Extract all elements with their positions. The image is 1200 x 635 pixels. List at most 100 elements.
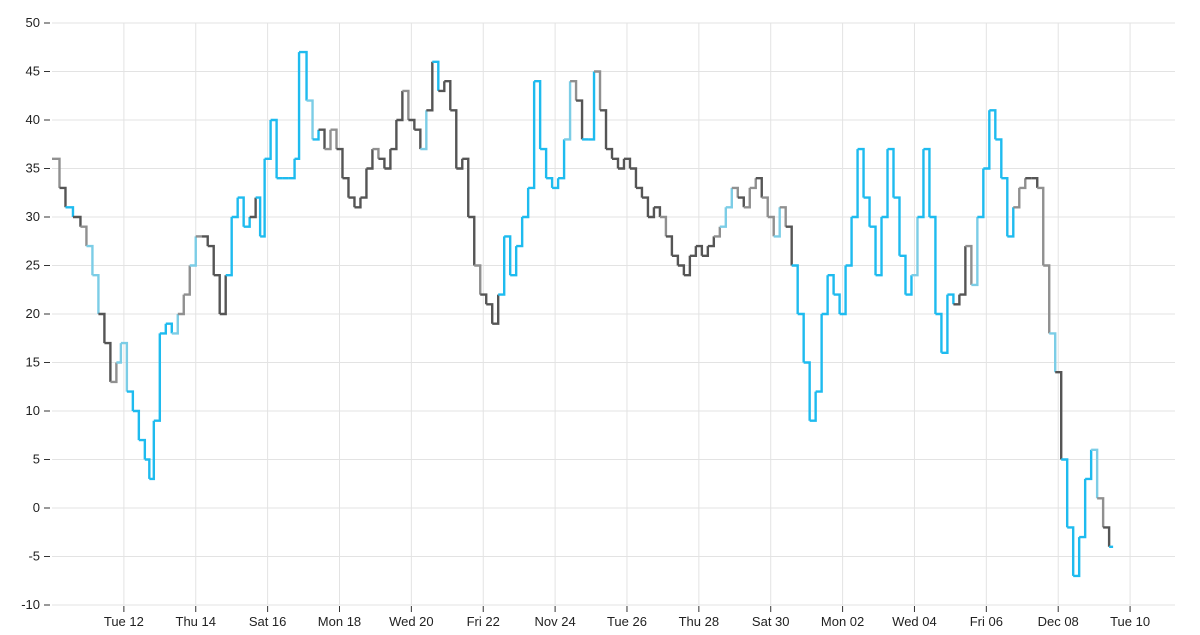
data-point: [342, 177, 350, 198]
data-point: [552, 178, 560, 190]
y-tick-label: 35: [26, 161, 40, 176]
data-point: [144, 458, 151, 479]
data-point: [1097, 497, 1105, 528]
data-point: [213, 274, 221, 314]
x-tick-label: Fri 22: [467, 614, 500, 629]
data-point: [869, 225, 877, 276]
data-point: [462, 157, 470, 217]
y-tick-label: 45: [26, 64, 40, 79]
data-point: [725, 187, 733, 209]
data-point: [977, 168, 985, 219]
data-point: [177, 294, 185, 316]
data-point: [243, 217, 251, 228]
data-point: [171, 314, 179, 335]
data-point: [791, 264, 799, 314]
data-point: [737, 196, 745, 208]
data-point: [917, 149, 925, 219]
data-point: [414, 128, 422, 150]
data-point: [731, 186, 739, 198]
data-point: [528, 81, 536, 190]
data-point: [617, 158, 626, 170]
data-point: [474, 264, 482, 295]
data-point: [629, 167, 638, 188]
data-point: [378, 157, 386, 169]
data-point: [965, 244, 973, 285]
data-point: [623, 157, 632, 169]
x-tick-label: Thu 14: [176, 614, 216, 629]
data-point: [264, 120, 272, 160]
data-point: [755, 177, 763, 198]
data-point: [1037, 186, 1045, 266]
data-point: [647, 207, 656, 219]
data-point: [887, 147, 895, 198]
data-point: [570, 80, 578, 101]
series-line: [52, 50, 1114, 578]
data-point: [815, 314, 823, 393]
data-point: [1061, 458, 1069, 528]
data-point: [516, 217, 524, 248]
data-point: [1007, 207, 1015, 238]
data-point: [72, 215, 82, 227]
data-point: [396, 90, 404, 122]
y-tick-label: 15: [26, 355, 40, 370]
x-tick-label: Fri 06: [970, 614, 1003, 629]
y-tick-label: 50: [26, 15, 40, 30]
data-point: [767, 215, 775, 237]
data-point: [689, 246, 698, 257]
data-point: [299, 50, 308, 101]
data-point: [237, 196, 245, 227]
data-point: [785, 225, 793, 266]
data-point: [971, 217, 979, 287]
data-point: [110, 362, 118, 384]
data-point: [803, 361, 811, 421]
data-point: [219, 275, 227, 316]
data-point: [138, 438, 147, 460]
data-point: [707, 236, 716, 248]
data-point: [1019, 178, 1027, 190]
data-point: [719, 207, 727, 228]
data-point: [606, 147, 614, 159]
y-tick-label: 0: [33, 500, 40, 515]
data-point: [336, 147, 344, 179]
data-point: [1043, 264, 1051, 334]
data-point: [1049, 332, 1057, 373]
data-point: [288, 158, 296, 180]
data-point: [444, 80, 452, 111]
data-point: [773, 207, 781, 238]
data-point: [665, 235, 674, 256]
data-point: [713, 226, 722, 238]
data-point: [294, 52, 301, 160]
data-point: [743, 187, 751, 209]
x-tick-label: Tue 26: [607, 614, 647, 629]
data-point: [450, 109, 458, 169]
data-point: [159, 323, 167, 335]
y-tick-label: -5: [28, 549, 40, 564]
x-tick-label: Mon 02: [821, 614, 864, 629]
data-point: [324, 129, 332, 151]
data-point: [270, 118, 278, 179]
data-point: [546, 177, 554, 188]
data-point: [360, 168, 368, 199]
data-point: [905, 275, 913, 296]
data-point: [318, 128, 326, 150]
data-point: [1103, 526, 1111, 547]
data-point: [749, 178, 757, 190]
data-point: [80, 225, 88, 247]
data-point: [564, 81, 572, 141]
data-point: [683, 255, 692, 277]
data-point: [653, 206, 662, 217]
data-point: [366, 149, 374, 170]
data-point: [923, 147, 931, 217]
data-point: [839, 265, 847, 316]
data-point: [132, 409, 141, 441]
data-point: [929, 215, 937, 314]
data-point: [116, 343, 123, 364]
data-point: [821, 275, 829, 316]
data-point: [671, 254, 680, 266]
x-tick-label: Sat 30: [752, 614, 790, 629]
data-point: [612, 157, 620, 169]
data-point: [947, 293, 955, 305]
data-point: [959, 246, 967, 296]
data-point: [231, 197, 239, 219]
data-point: [408, 118, 416, 130]
